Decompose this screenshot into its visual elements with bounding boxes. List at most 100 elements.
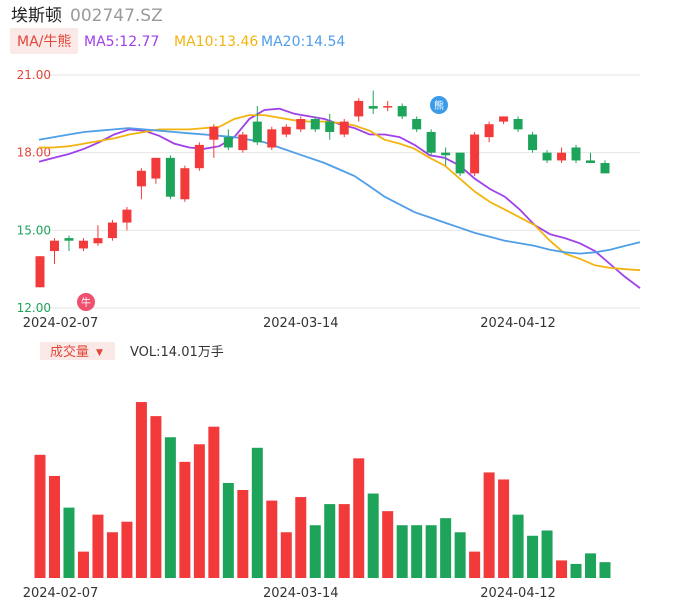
volume-bar bbox=[48, 475, 60, 578]
candle bbox=[252, 106, 262, 145]
candle bbox=[441, 147, 451, 166]
candle bbox=[412, 116, 422, 132]
volume-bar bbox=[396, 525, 408, 578]
volume-bar bbox=[164, 437, 176, 578]
stock-code: 002747.SZ bbox=[70, 6, 163, 26]
ma5-legend: MA5:12.77 bbox=[84, 34, 159, 50]
bear-marker-label: 熊 bbox=[434, 99, 444, 112]
x-tick-label: 2024-03-14 bbox=[263, 316, 339, 331]
volume-bar bbox=[63, 507, 75, 578]
volume-bar bbox=[353, 458, 365, 578]
candle bbox=[325, 113, 335, 140]
candle bbox=[484, 121, 494, 143]
ma-line-ma5 bbox=[38, 107, 641, 289]
ma-line-ma10 bbox=[39, 114, 641, 272]
candle bbox=[397, 103, 407, 120]
ma-lines bbox=[38, 107, 641, 289]
volume-bar bbox=[425, 525, 437, 578]
ma10-legend: MA10:13.46 bbox=[174, 34, 258, 50]
candle bbox=[557, 147, 567, 164]
candle bbox=[383, 100, 393, 112]
candle bbox=[426, 129, 436, 156]
volume-bars bbox=[34, 402, 611, 578]
volume-bar bbox=[280, 532, 292, 578]
candles bbox=[35, 90, 610, 288]
bear-marker-icon[interactable]: 熊 bbox=[430, 96, 448, 114]
volume-bar bbox=[585, 553, 597, 578]
volume-bar bbox=[135, 402, 147, 578]
x-tick-label: 2024-03-14 bbox=[263, 586, 339, 601]
ma-badge-label: MA/牛熊 bbox=[17, 34, 71, 50]
volume-bar bbox=[324, 504, 336, 578]
candle bbox=[267, 126, 277, 151]
volume-bar bbox=[512, 514, 524, 578]
volume-bar bbox=[556, 560, 568, 578]
volume-bar bbox=[541, 530, 553, 578]
volume-bar bbox=[251, 447, 263, 578]
candle bbox=[470, 131, 480, 176]
volume-bar bbox=[77, 551, 89, 578]
candle bbox=[528, 131, 538, 153]
candle bbox=[78, 238, 88, 252]
price-grid bbox=[33, 74, 640, 309]
candle bbox=[586, 152, 596, 164]
volume-bar bbox=[34, 454, 46, 578]
volume-bar bbox=[295, 497, 307, 578]
candle bbox=[455, 152, 465, 176]
price-x-axis: 2024-02-07 2024-03-14 2024-04-12 bbox=[23, 316, 556, 331]
volume-bar bbox=[106, 532, 118, 578]
volume-bar bbox=[483, 472, 495, 578]
ma20-legend: MA20:14.54 bbox=[261, 34, 345, 50]
volume-bar bbox=[498, 479, 510, 578]
volume-bar bbox=[208, 426, 220, 578]
volume-bar bbox=[382, 511, 394, 578]
volume-bar bbox=[570, 563, 582, 578]
candle bbox=[368, 90, 378, 114]
volume-bar bbox=[309, 525, 321, 578]
volume-bar bbox=[179, 461, 191, 578]
candle bbox=[194, 142, 204, 171]
volume-dropdown-icon[interactable]: ▼ bbox=[96, 348, 103, 358]
candle bbox=[310, 116, 320, 132]
volume-bar bbox=[454, 532, 466, 578]
volume-badge-label: 成交量 bbox=[50, 344, 89, 360]
candle bbox=[513, 116, 523, 132]
volume-x-axis: 2024-02-07 2024-03-14 2024-04-12 bbox=[23, 586, 556, 601]
candle bbox=[339, 119, 349, 138]
candle bbox=[165, 155, 175, 200]
volume-bar bbox=[599, 562, 611, 578]
bull-marker-label: 牛 bbox=[81, 296, 91, 309]
candle bbox=[238, 131, 248, 153]
volume-bar bbox=[527, 535, 539, 578]
candle bbox=[136, 168, 146, 200]
volume-bar bbox=[411, 525, 423, 578]
volume-bar bbox=[440, 518, 452, 578]
candle bbox=[296, 116, 306, 132]
volume-bar bbox=[121, 521, 133, 578]
candle bbox=[107, 219, 117, 241]
volume-bar bbox=[266, 500, 278, 578]
volume-bar bbox=[338, 504, 350, 578]
candle bbox=[542, 150, 552, 164]
x-tick-label: 2024-04-12 bbox=[480, 586, 556, 601]
candle bbox=[354, 98, 364, 122]
volume-bar bbox=[237, 490, 249, 578]
candle bbox=[209, 124, 219, 158]
candle bbox=[35, 256, 45, 288]
volume-bar bbox=[222, 482, 234, 578]
y-tick-label: 18.00 bbox=[17, 146, 51, 160]
ma-badge[interactable] bbox=[10, 28, 78, 54]
ma-line-ma20 bbox=[38, 127, 641, 255]
candle bbox=[151, 157, 161, 184]
bull-marker-icon[interactable]: 牛 bbox=[77, 293, 95, 311]
volume-value: VOL:14.01万手 bbox=[130, 345, 224, 360]
volume-badge[interactable] bbox=[40, 342, 115, 360]
y-tick-label: 15.00 bbox=[17, 223, 51, 237]
candle bbox=[64, 235, 74, 252]
candle bbox=[122, 207, 132, 231]
candle bbox=[93, 225, 103, 246]
volume-bar bbox=[92, 514, 104, 578]
volume-bar bbox=[469, 551, 481, 578]
x-tick-label: 2024-02-07 bbox=[23, 316, 99, 331]
